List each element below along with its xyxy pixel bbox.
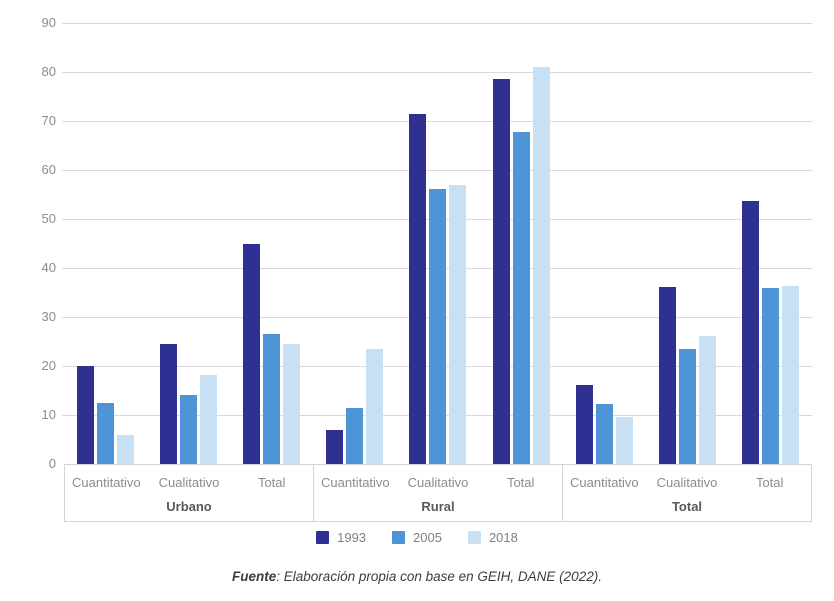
bar-2005 [346,408,364,464]
bar-2018 [781,286,799,464]
bar-group-total-cuantitativo [563,0,646,464]
source-label: Fuente [232,569,277,584]
legend-item-2005: 2005 [392,530,442,545]
bar-1993 [492,79,510,464]
legend-label: 2005 [413,530,442,545]
x-sublabel-cuantitativo: Cuantitativo [570,475,639,490]
x-sublabel-total: Total [257,475,286,490]
legend-swatch-icon [316,531,330,544]
x-axis: Cuantitativo Cualitativo Total Urbano Cuanti… [64,464,812,522]
gridline [62,121,812,122]
bar-2018 [449,185,467,464]
legend-swatch-icon [467,531,481,544]
bar-group-rural-total [480,0,563,464]
bar-2005 [678,349,696,464]
bar-2005 [512,132,530,464]
bar-2005 [97,403,115,464]
x-sublabel-total: Total [506,475,535,490]
bar-group-total-total [729,0,812,464]
legend-label: 2018 [488,530,518,545]
y-tick-label: 10 [41,407,56,422]
bar-2005 [263,334,281,464]
x-group-total: Cuantitativo Cualitativo Total Total [562,465,811,521]
bar-group-rural-cualitativo [396,0,479,464]
bar-group-urbano-total [230,0,313,464]
bar-2005 [595,404,613,464]
legend: 1993 2005 2018 [0,530,834,545]
y-tick-label: 80 [41,64,56,79]
x-group-label-rural: Rural [421,499,455,514]
bar-2005 [761,288,779,464]
x-sublabel-total: Total [755,475,784,490]
x-group-label-urbano: Urbano [166,499,212,514]
y-tick-label: 0 [48,456,56,471]
bar-1993 [326,430,344,464]
bar-2018 [200,375,218,464]
bar-group-total-cualitativo [646,0,729,464]
bar-1993 [243,244,261,464]
legend-swatch-icon [392,531,406,544]
bar-group-rural-cuantitativo [313,0,396,464]
bar-2005 [180,395,198,464]
x-sublabel-cualitativo: Cualitativo [656,475,718,490]
y-tick-label: 70 [41,113,56,128]
x-sublabel-cualitativo: Cualitativo [158,475,220,490]
bar-2018 [532,67,550,464]
bar-1993 [160,344,178,464]
x-group-urbano: Cuantitativo Cualitativo Total Urbano [65,465,313,521]
y-tick-label: 20 [41,358,56,373]
bar-2005 [429,189,447,464]
x-sublabel-cuantitativo: Cuantitativo [321,475,390,490]
x-group-label-total: Total [671,499,703,514]
source-note: Fuente: Elaboración propia con base en G… [0,569,834,584]
legend-label: 1993 [337,530,367,545]
y-tick-label: 30 [41,309,56,324]
bar-2018 [283,344,301,464]
bar-1993 [575,385,593,464]
x-sublabel-cuantitativo: Cuantitativo [72,475,141,490]
plot-area [64,0,812,464]
source-text: : Elaboración propia con base en GEIH, D… [276,569,602,584]
legend-item-2018: 2018 [467,530,518,545]
bar-1993 [658,287,676,464]
gridline [62,23,812,24]
x-sublabel-cualitativo: Cualitativo [407,475,469,490]
bar-2018 [698,336,716,464]
y-tick-label: 60 [41,162,56,177]
bar-1993 [741,201,759,464]
bar-2018 [366,349,384,464]
x-group-rural: Cuantitativo Cualitativo Total Rural [313,465,562,521]
bar-group-urbano-cuantitativo [64,0,147,464]
y-tick-label: 90 [41,15,56,30]
bar-2018 [117,435,135,464]
bar-group-urbano-cualitativo [147,0,230,464]
bar-1993 [77,366,95,464]
legend-item-1993: 1993 [316,530,366,545]
gridline [62,170,812,171]
bar-1993 [409,114,427,464]
gridline [62,72,812,73]
y-tick-label: 50 [41,211,56,226]
bar-2018 [615,417,633,464]
y-tick-label: 40 [41,260,56,275]
